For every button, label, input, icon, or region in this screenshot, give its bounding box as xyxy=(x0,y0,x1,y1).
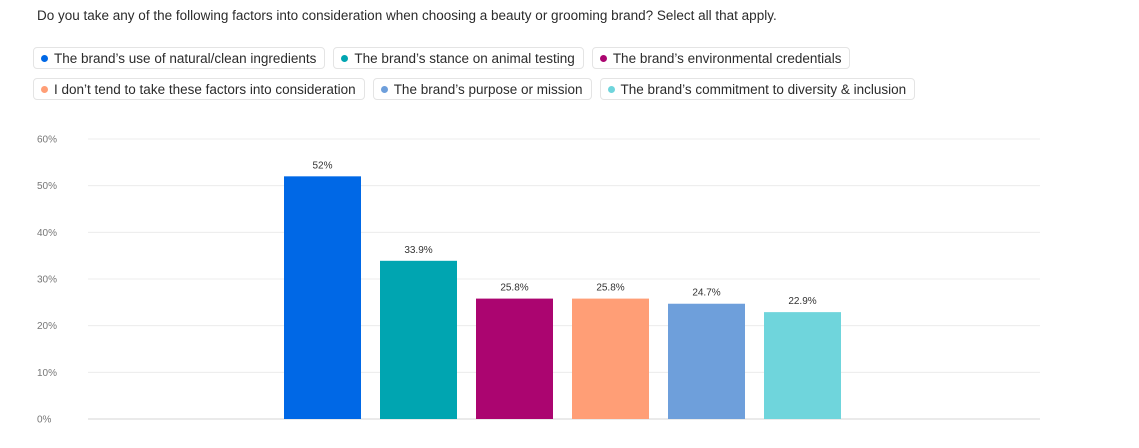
legend-row: I don’t tend to take these factors into … xyxy=(33,78,1093,100)
legend-row: The brand’s use of natural/clean ingredi… xyxy=(33,47,1093,69)
bar-value-label: 22.9% xyxy=(788,296,816,307)
legend-dot-icon xyxy=(41,54,48,62)
bar-value-label: 33.9% xyxy=(404,245,432,256)
y-tick-label: 20% xyxy=(37,321,57,332)
legend-item-environmental[interactable]: The brand’s environmental credentials xyxy=(591,47,851,69)
y-tick-label: 60% xyxy=(37,135,57,146)
legend-item-animal-testing[interactable]: The brand’s stance on animal testing xyxy=(333,47,584,69)
y-tick-label: 50% xyxy=(37,181,57,192)
legend-label: I don’t tend to take these factors into … xyxy=(54,81,356,97)
y-tick-label: 40% xyxy=(37,228,57,239)
legend-label: The brand’s environmental credentials xyxy=(612,50,842,66)
legend-item-purpose-mission[interactable]: The brand’s purpose or mission xyxy=(372,78,592,100)
bar[interactable] xyxy=(572,298,649,419)
question-text: Do you take any of the following factors… xyxy=(37,8,777,23)
legend-label: The brand’s use of natural/clean ingredi… xyxy=(54,50,317,66)
legend-dot-icon xyxy=(607,85,615,93)
legend-item-natural-ingredients[interactable]: The brand’s use of natural/clean ingredi… xyxy=(33,47,326,69)
bar[interactable] xyxy=(284,176,361,419)
legend-label: The brand’s purpose or mission xyxy=(393,81,583,97)
y-axis-tick-labels: 0% 10% 20% 30% 40% 50% 60% xyxy=(37,135,57,426)
bar-value-label: 52% xyxy=(312,160,332,171)
y-tick-label: 30% xyxy=(37,275,57,286)
y-tick-label: 0% xyxy=(37,415,52,426)
legend-label: The brand’s commitment to diversity & in… xyxy=(620,81,907,97)
legend-item-diversity-inclusion[interactable]: The brand’s commitment to diversity & in… xyxy=(599,78,916,100)
legend-item-no-consideration[interactable]: I don’t tend to take these factors into … xyxy=(33,78,365,100)
bar-value-label: 25.8% xyxy=(596,283,624,294)
bar[interactable] xyxy=(476,298,553,419)
bar[interactable] xyxy=(764,312,841,419)
bar-value-label: 25.8% xyxy=(500,283,528,294)
bar[interactable] xyxy=(668,303,745,419)
legend-dot-icon xyxy=(341,54,349,62)
bar[interactable] xyxy=(380,260,457,419)
legend-dot-icon xyxy=(599,54,607,62)
chart-legend: The brand’s use of natural/clean ingredi… xyxy=(33,47,1093,109)
legend-dot-icon xyxy=(380,85,388,93)
y-tick-label: 10% xyxy=(37,368,57,379)
bars xyxy=(284,176,841,419)
grid-lines xyxy=(88,138,1040,420)
legend-label: The brand’s stance on animal testing xyxy=(354,50,575,66)
bar-value-label: 24.7% xyxy=(692,288,720,299)
legend-dot-icon xyxy=(41,85,48,93)
data-labels: 52% 33.9% 25.8% 25.8% 24.7% 22.9% xyxy=(312,160,816,307)
